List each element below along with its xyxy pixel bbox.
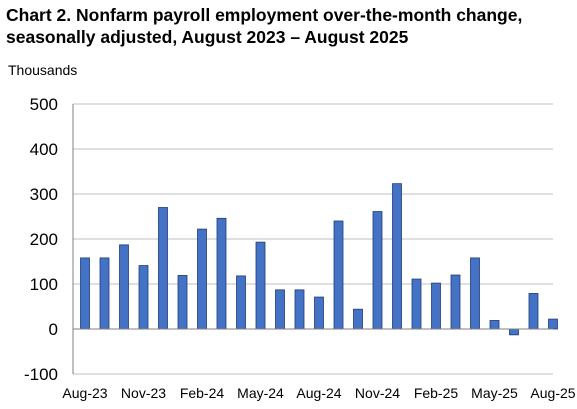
- bar-May-24: [255, 241, 266, 330]
- bar-Mar-24: [216, 217, 227, 330]
- axes: [72, 104, 553, 374]
- y-axis-label: Thousands: [8, 62, 78, 78]
- x-tick-label: Aug-23: [62, 385, 107, 401]
- bar-Oct-24: [353, 308, 363, 330]
- x-tick-label: Nov-24: [355, 385, 400, 401]
- bar-Nov-23: [138, 265, 149, 330]
- y-tick-label: 0: [49, 320, 58, 339]
- x-tick-label: Nov-23: [121, 385, 166, 401]
- bar-Apr-25: [470, 257, 480, 330]
- x-tick-label: Aug-25: [530, 385, 575, 401]
- bar-Jun-25: [509, 328, 519, 336]
- bar-Jul-24: [294, 289, 305, 330]
- y-tick-label: -100: [24, 365, 58, 384]
- bar-Dec-23: [158, 207, 168, 330]
- x-tick-labels: Aug-23 Nov-23 Feb-24 May-24 Aug-24 Nov-24 Feb-…: [62, 385, 575, 401]
- bar-Feb-24: [197, 228, 207, 330]
- bar-Dec-24: [392, 183, 402, 330]
- bar-Oct-23: [119, 244, 129, 330]
- bar-Aug-23: [80, 257, 90, 330]
- bar-Sep-24: [333, 220, 344, 330]
- bar-Sep-23: [99, 257, 110, 330]
- bar-Mar-25: [450, 274, 461, 330]
- bar-Aug-24: [314, 296, 324, 330]
- bar-Jan-25: [411, 278, 422, 330]
- bar-Nov-24: [372, 211, 383, 330]
- y-tick-label: 300: [30, 185, 58, 204]
- y-tick-labels: 500 400 300 200 100 0 -100: [24, 95, 58, 384]
- y-tick-label: 500: [30, 95, 58, 114]
- bar-Jul-25: [528, 293, 539, 330]
- x-tick-label: May-25: [471, 385, 518, 401]
- bar-May-25: [489, 320, 500, 330]
- y-tick-label: 100: [30, 275, 58, 294]
- bar-Aug-25: [548, 318, 558, 330]
- x-tick-label: Aug-24: [296, 385, 341, 401]
- y-tick-label: 200: [30, 230, 58, 249]
- bar-Jan-24: [177, 275, 188, 330]
- y-tick-label: 400: [30, 140, 58, 159]
- x-tick-label: Feb-25: [414, 385, 459, 401]
- bar-Jun-24: [275, 289, 285, 330]
- x-tick-label: Feb-24: [180, 385, 225, 401]
- bars: [80, 183, 558, 336]
- x-tick-label: May-24: [237, 385, 284, 401]
- gridlines: [73, 103, 553, 375]
- chart-title: Chart 2. Nonfarm payroll employment over…: [6, 5, 523, 47]
- bar-Feb-25: [431, 282, 441, 330]
- bar-Apr-24: [236, 275, 246, 330]
